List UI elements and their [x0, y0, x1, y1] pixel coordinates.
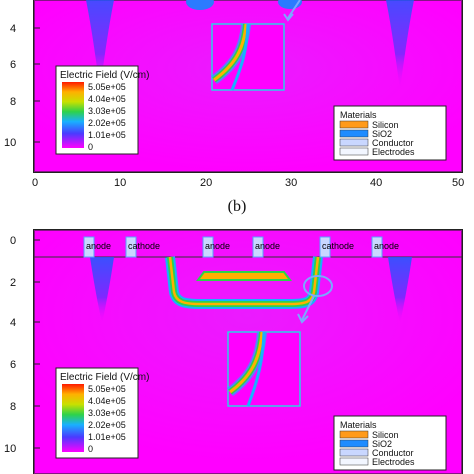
electrode	[319, 236, 331, 258]
x-tick-label: 20	[200, 177, 212, 189]
x-tick-label: 30	[285, 177, 297, 189]
simulation-panel-top: Electric Field (V/cm) 5.05e+05 4.04e+05 …	[0, 0, 474, 192]
electrode	[125, 236, 137, 258]
y-tick-label: 4	[10, 317, 16, 329]
legend-title: Electric Field (V/cm)	[60, 70, 149, 81]
electrode-label: cathode	[128, 241, 160, 251]
y-tick-label: 6	[10, 359, 16, 371]
pointer-arrow	[301, 295, 315, 321]
legend-value: 4.04e+05	[88, 94, 126, 104]
y-axis-top: 4 6 8 10	[4, 23, 40, 149]
material-label: Silicon	[372, 120, 399, 130]
legend-value: 0	[88, 444, 93, 454]
legend-value: 1.01e+05	[88, 432, 126, 442]
electrode-label: cathode	[322, 241, 354, 251]
electrode-label: anode	[86, 241, 111, 251]
y-axis-bottom: 0 2 4 6 8 10	[4, 235, 40, 455]
materials-title: Materials	[340, 110, 377, 120]
legend-value: 3.03e+05	[88, 106, 126, 116]
pointer-arrow	[287, 0, 301, 19]
legend-value: 0	[88, 142, 93, 152]
field-blob	[186, 0, 214, 10]
legend-value: 2.02e+05	[88, 118, 126, 128]
x-tick-label: 0	[32, 177, 38, 189]
legend-value: 2.02e+05	[88, 420, 126, 430]
materials-box-bottom: Materials Silicon SiO2 Conductor Electro…	[333, 415, 447, 471]
field-pillar-left	[86, 0, 114, 90]
electrode-label: anode	[255, 241, 280, 251]
legend-bottom: Electric Field (V/cm) 5.05e+05 4.04e+05 …	[55, 367, 149, 459]
materials-box-top: Materials Silicon SiO2 Conductor Electro…	[333, 105, 447, 161]
y-tick-label: 10	[4, 443, 16, 455]
figure-caption: (b)	[227, 198, 247, 215]
legend-value: 5.05e+05	[88, 384, 126, 394]
legend-value: 1.01e+05	[88, 130, 126, 140]
legend-value: 3.03e+05	[88, 408, 126, 418]
electrode	[371, 236, 383, 258]
x-tick-label: 10	[114, 177, 126, 189]
y-tick-label: 10	[4, 137, 16, 149]
legend-colorbar	[62, 384, 84, 452]
field-pillar-right	[388, 257, 412, 324]
electrode-label: anode	[374, 241, 399, 251]
legend-title: Electric Field (V/cm)	[60, 372, 149, 383]
legend-top: Electric Field (V/cm) 5.05e+05 4.04e+05 …	[55, 65, 149, 155]
y-tick-label: 6	[10, 59, 16, 71]
legend-value: 4.04e+05	[88, 396, 126, 406]
x-tick-label: 50	[452, 177, 464, 189]
material-label: Electrodes	[372, 147, 415, 157]
legend-colorbar	[62, 82, 84, 148]
field-pillar-left	[90, 257, 114, 324]
field-pillar-right	[386, 0, 414, 90]
x-axis-top: 0 10 20 30 40 50	[32, 177, 464, 189]
material-label: SiO2	[372, 129, 392, 139]
trench-structure	[165, 256, 323, 309]
electrode	[252, 236, 264, 258]
simulation-panel-bottom: anode cathode anode anode cathode anode …	[0, 224, 474, 474]
electrode-row: anode cathode anode anode cathode anode	[83, 236, 399, 258]
material-label: Conductor	[372, 138, 414, 148]
electrode	[83, 236, 95, 258]
y-tick-label: 8	[10, 96, 16, 108]
material-label: SiO2	[372, 439, 392, 449]
highlight-circle	[303, 275, 333, 297]
legend-value: 5.05e+05	[88, 82, 126, 92]
electrode-label: anode	[205, 241, 230, 251]
material-label: Electrodes	[372, 457, 415, 467]
material-label: Silicon	[372, 430, 399, 440]
y-tick-label: 0	[10, 235, 16, 247]
zoom-inset-top	[210, 23, 285, 91]
y-tick-label: 4	[10, 23, 16, 35]
y-tick-label: 8	[10, 401, 16, 413]
material-label: Conductor	[372, 448, 414, 458]
zoom-inset-bottom	[226, 331, 301, 407]
y-tick-label: 2	[10, 277, 16, 289]
electrode	[202, 236, 214, 258]
materials-title: Materials	[340, 420, 377, 430]
x-tick-label: 40	[370, 177, 382, 189]
